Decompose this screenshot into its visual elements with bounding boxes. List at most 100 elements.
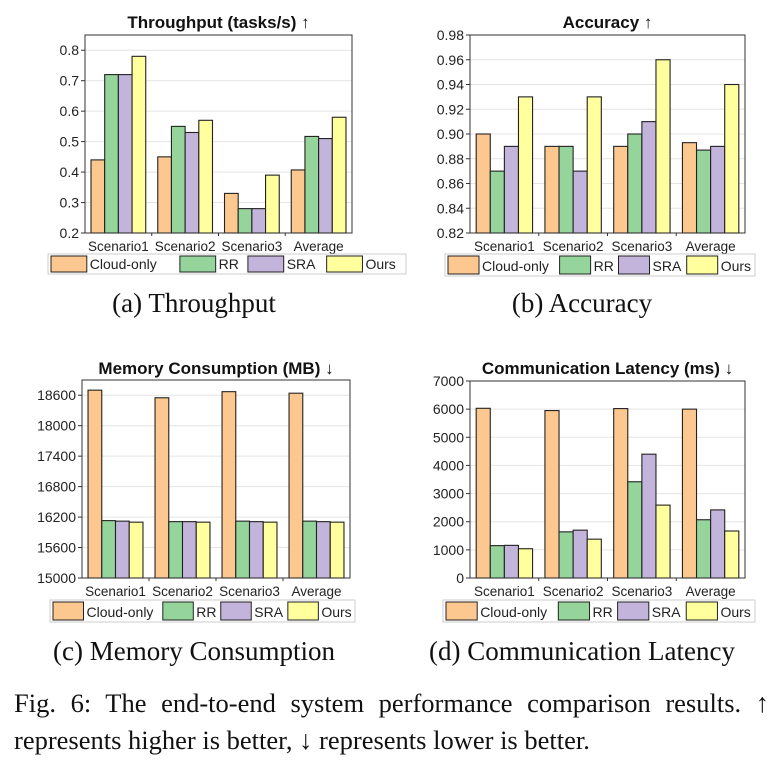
bar-rr-average [304,135,320,234]
legend-swatch-rr [557,601,591,621]
x-tick-label: Average [291,584,341,599]
bar-ours-scenario2 [198,119,214,234]
x-tick-label: Scenario1 [474,584,535,599]
subcaption-d: (d) Communication Latency [429,636,735,666]
legend-swatch-sra [247,255,285,273]
legend-label: SRA [653,258,682,274]
y-tick-label: 18600 [37,387,76,403]
legend-swatch-cloud-only [445,601,478,621]
plot-frame [469,34,746,234]
chart-2: Accuracy ↑ 0.82 0.84 0.86 0.88 0.90 0.92 0.94 0.… [437,13,756,277]
bar-cloud-only-scenario3 [223,192,239,234]
legend: Cloud-only RR SRA Ours [442,599,756,623]
chart-title: Throughput (tasks/s) ↑ [127,13,309,32]
subcaption-b: (b) Accuracy [511,288,653,318]
bar-ours-scenario3 [655,504,671,579]
bar-sra-scenario3 [641,121,657,234]
bar-cloud-only-scenario2 [544,145,560,234]
y-tick-label: 18000 [37,418,76,434]
bar-ours-average [329,521,345,579]
legend-swatch-rr [559,255,592,275]
figure-caption: Fig. 6: The end-to-end system performanc… [14,688,769,755]
bar-cloud-only-scenario3 [221,391,237,579]
y-tick-label: 0.90 [437,126,464,142]
bar-cloud-only-scenario1 [475,407,491,579]
y-tick-label: 1000 [433,542,464,558]
bar-sra-average [318,138,333,234]
legend-swatch-ours [326,255,363,273]
bar-cloud-only-average [288,392,304,579]
bar-ours-scenario1 [517,548,534,579]
bar-sra-scenario3 [251,208,267,234]
plot-frame [84,34,353,234]
legend-swatch-sra [220,601,252,621]
legend-swatch-sra [618,255,650,275]
legend-box [47,253,407,275]
bar-cloud-only-scenario2 [154,397,170,579]
bar-cloud-only-scenario3 [613,408,629,579]
x-tick-label: Average [686,584,736,599]
y-tick-label: 0.86 [437,176,464,192]
legend-box [444,253,756,277]
bar-cloud-only-scenario1 [87,389,103,579]
x-tick-label: Scenario1 [474,239,535,254]
bar-cloud-only-scenario1 [90,159,106,234]
bar-sra-scenario2 [181,521,197,579]
legend: Cloud-only RR SRA Ours [444,253,756,277]
bar-ours-scenario1 [128,521,144,579]
legend-label: Cloud-only [480,604,547,620]
legend-swatch-ours [686,255,719,275]
x-tick-label: Scenario3 [221,239,282,254]
y-tick-label: 0.7 [60,73,80,89]
y-tick-label: 0.84 [437,200,464,216]
bar-cloud-only-average [290,169,306,234]
bar-rr-scenario1 [104,74,119,234]
bar-sra-scenario3 [248,521,264,579]
x-tick-label: Average [294,239,344,254]
bar-rr-scenario2 [558,531,574,579]
subcaption-c: (c) Memory Consumption [53,636,335,666]
legend-label: Ours [321,604,351,620]
chart-title: Communication Latency (ms) ↓ [482,359,733,378]
legend-box [49,599,356,623]
x-tick-label: Scenario2 [543,239,604,254]
bar-sra-scenario2 [572,529,588,579]
y-tick-label: 4000 [433,457,464,473]
y-tick-label: 0.3 [60,195,80,211]
y-tick-label: 3000 [433,486,464,502]
subcaption-a: (a) Throughput [112,288,276,318]
bar-ours-scenario1 [131,55,147,234]
legend-label: RR [196,604,216,620]
y-tick-label: 0.88 [437,151,464,167]
bar-sra-scenario3 [641,453,657,579]
bar-sra-scenario1 [503,145,520,234]
y-tick-label: 0.82 [437,225,464,241]
bar-sra-average [710,509,726,579]
bar-sra-scenario1 [117,74,133,234]
chart-1: Throughput (tasks/s) ↑ 0.2 0.3 0.4 0.5 0.6 0.7… [47,13,407,275]
bar-rr-average [695,149,712,234]
y-tick-label: 15000 [37,570,76,586]
bar-cloud-only-average [681,142,698,234]
bar-rr-scenario3 [627,133,643,234]
legend-label: Cloud-only [482,258,549,274]
y-tick-label: 0.92 [437,101,464,117]
x-tick-label: Scenario2 [543,584,604,599]
legend: Cloud-only RR SRA Ours [49,599,356,623]
legend-swatch-ours [287,601,319,621]
bar-sra-average [315,521,331,579]
bar-rr-scenario3 [235,520,251,579]
bar-ours-average [724,83,740,234]
y-tick-label: 0.2 [60,225,80,241]
y-tick-label: 0.5 [60,134,80,150]
bar-cloud-only-scenario2 [544,409,560,579]
y-tick-label: 5000 [433,429,464,445]
y-tick-label: 7000 [433,373,464,389]
bar-ours-scenario3 [262,521,278,579]
legend-swatch-cloud-only [447,255,480,275]
legend-box [442,599,756,623]
x-tick-label: Scenario3 [611,584,672,599]
bar-rr-scenario1 [489,170,505,234]
bar-ours-scenario3 [655,59,671,234]
